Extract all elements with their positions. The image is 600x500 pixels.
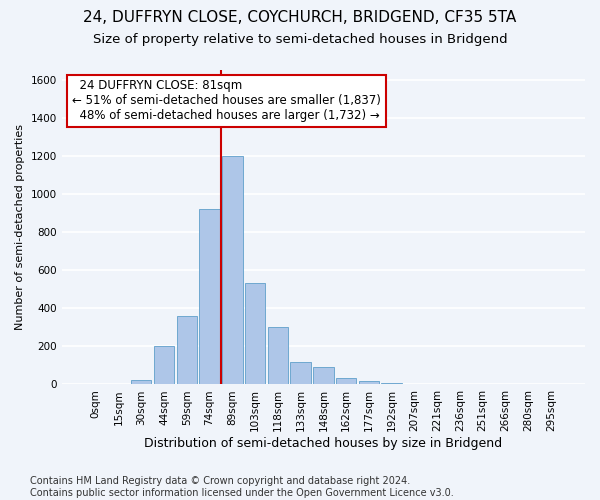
Bar xyxy=(359,380,379,384)
Bar xyxy=(154,346,174,385)
Bar xyxy=(199,209,220,384)
Bar xyxy=(290,362,311,384)
Bar xyxy=(131,380,151,384)
Text: Contains HM Land Registry data © Crown copyright and database right 2024.
Contai: Contains HM Land Registry data © Crown c… xyxy=(30,476,454,498)
Text: 24 DUFFRYN CLOSE: 81sqm
← 51% of semi-detached houses are smaller (1,837)
  48% : 24 DUFFRYN CLOSE: 81sqm ← 51% of semi-de… xyxy=(72,80,381,122)
Bar xyxy=(336,378,356,384)
Bar xyxy=(268,328,288,384)
Bar xyxy=(176,316,197,384)
Bar xyxy=(222,156,242,384)
Text: Size of property relative to semi-detached houses in Bridgend: Size of property relative to semi-detach… xyxy=(92,32,508,46)
Bar xyxy=(313,368,334,384)
X-axis label: Distribution of semi-detached houses by size in Bridgend: Distribution of semi-detached houses by … xyxy=(144,437,502,450)
Y-axis label: Number of semi-detached properties: Number of semi-detached properties xyxy=(15,124,25,330)
Bar xyxy=(245,284,265,384)
Text: 24, DUFFRYN CLOSE, COYCHURCH, BRIDGEND, CF35 5TA: 24, DUFFRYN CLOSE, COYCHURCH, BRIDGEND, … xyxy=(83,10,517,25)
Bar xyxy=(382,382,402,384)
